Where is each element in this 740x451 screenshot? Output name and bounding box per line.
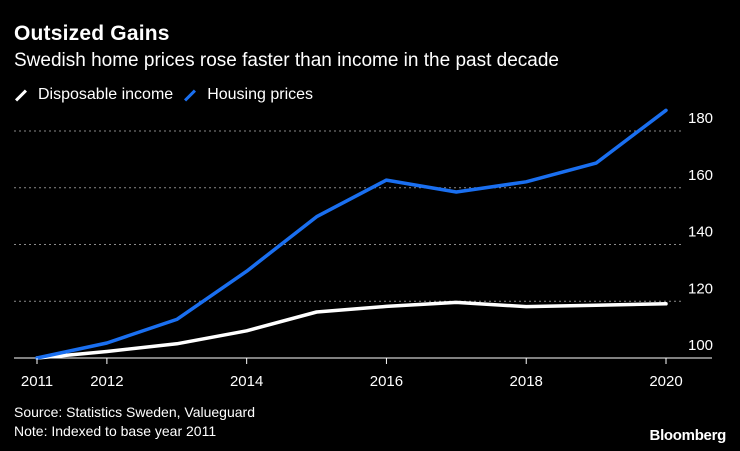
x-tick-label-2014: 2014 (230, 373, 263, 390)
y-axis-ticks: 100 120 140 160 180 (688, 110, 713, 354)
legend-item-housing: Housing prices (183, 86, 313, 104)
x-axis-ticks: 2011 2012 2014 2016 2018 2020 (21, 358, 683, 390)
chart-subtitle: Swedish home prices rose faster than inc… (14, 50, 559, 71)
y-tick-label-100: 100 (688, 337, 713, 354)
y-tick-label-180: 180 (688, 110, 713, 127)
legend-label-income: Disposable income (38, 86, 174, 103)
x-tick-label-2012: 2012 (90, 373, 123, 390)
grid-lines (14, 130, 712, 359)
chart-title: Outsized Gains (14, 22, 170, 45)
legend-item-income: Disposable income (14, 86, 173, 104)
x-tick-label-2018: 2018 (510, 373, 543, 390)
y-tick-label-140: 140 (688, 224, 713, 241)
source-note: Source: Statistics Sweden, Valueguard (14, 404, 255, 420)
y-tick-label-120: 120 (688, 280, 713, 297)
legend: Disposable income Housing prices (14, 86, 313, 104)
x-tick-label-2016: 2016 (370, 373, 403, 390)
footer-notes: Source: Statistics Sweden, Valueguard No… (14, 403, 255, 441)
series-lines (35, 108, 668, 360)
index-note: Note: Indexed to base year 2011 (14, 423, 217, 439)
y-tick-label-160: 160 (688, 167, 713, 184)
x-tick-label-2020: 2020 (649, 373, 682, 390)
series-line-housing-prices (35, 108, 668, 360)
legend-label-housing: Housing prices (207, 86, 314, 103)
bloomberg-logo: Bloomberg (649, 427, 727, 444)
x-tick-label-2011: 2011 (21, 373, 53, 390)
series-line-disposable-income (35, 300, 668, 360)
